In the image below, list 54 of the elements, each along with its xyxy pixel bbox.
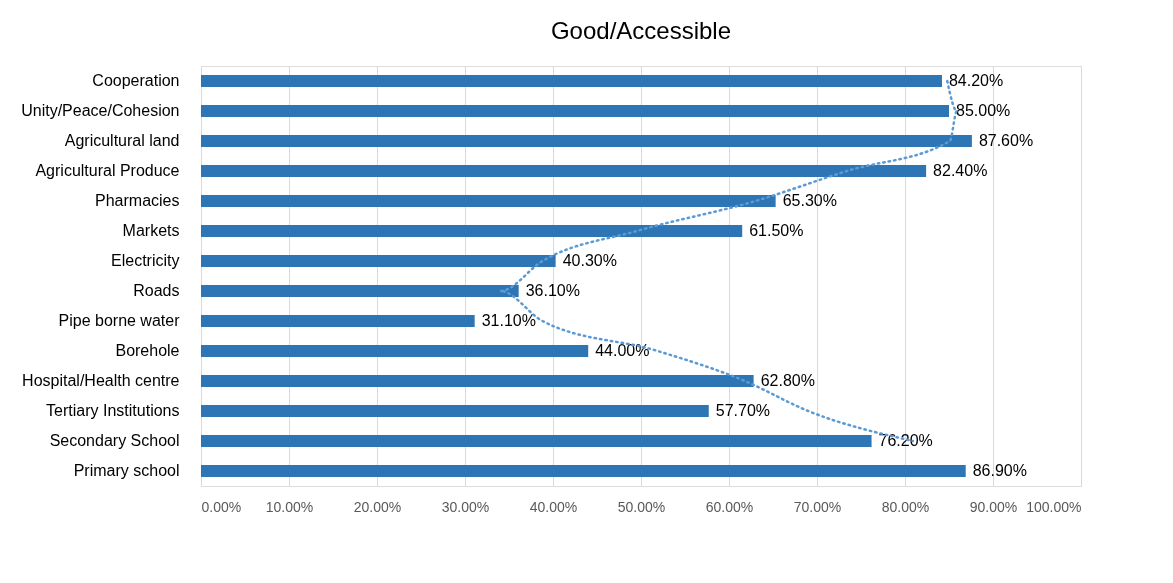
- data-label: 44.00%: [595, 342, 650, 359]
- data-label: 65.30%: [782, 192, 837, 209]
- x-tick-label: 10.00%: [265, 498, 314, 515]
- data-label: 40.30%: [562, 252, 617, 269]
- data-label: 31.10%: [481, 312, 536, 329]
- x-tick-label: 60.00%: [705, 498, 754, 515]
- y-tick-label: Secondary School: [49, 432, 180, 449]
- bar: [201, 255, 556, 267]
- data-label: 36.10%: [525, 282, 580, 299]
- bar: [201, 165, 927, 177]
- x-tick-label: 50.00%: [617, 498, 666, 515]
- bar: [201, 315, 475, 327]
- x-tick-label: 80.00%: [881, 498, 930, 515]
- x-tick-label: 100.00%: [1026, 498, 1082, 515]
- bar: [201, 465, 966, 477]
- data-label: 85.00%: [956, 102, 1011, 119]
- y-tick-label: Pipe borne water: [58, 312, 181, 329]
- bar: [201, 405, 709, 417]
- data-label: 76.20%: [878, 432, 933, 449]
- y-tick-label: Hospital/Health centre: [22, 372, 180, 389]
- x-tick-label: 30.00%: [441, 498, 490, 515]
- bar: [201, 345, 589, 357]
- y-tick-label: Electricity: [111, 252, 180, 269]
- y-tick-label: Tertiary Institutions: [46, 402, 180, 419]
- bar: [201, 375, 754, 387]
- bar: [201, 135, 972, 147]
- data-label: 82.40%: [933, 162, 988, 179]
- bar: [201, 195, 776, 207]
- y-tick-label: Cooperation: [92, 72, 180, 89]
- x-tick-label: 40.00%: [529, 498, 578, 515]
- x-tick-label: 90.00%: [969, 498, 1018, 515]
- chart-title: Good/Accessible: [550, 17, 732, 44]
- x-tick-label: 0.00%: [201, 498, 242, 515]
- y-tick-label: Agricultural land: [64, 132, 180, 149]
- x-tick-label: 20.00%: [353, 498, 402, 515]
- bar: [201, 75, 942, 87]
- y-tick-label: Markets: [122, 222, 180, 239]
- y-tick-label: Borehole: [115, 342, 180, 359]
- bar: [201, 435, 872, 447]
- x-tick-label: 70.00%: [793, 498, 842, 515]
- data-label: 62.80%: [760, 372, 815, 389]
- y-tick-label: Agricultural Produce: [35, 162, 180, 179]
- y-tick-label: Unity/Peace/Cohesion: [21, 102, 180, 119]
- y-tick-label: Roads: [133, 282, 180, 299]
- bar: [201, 225, 743, 237]
- data-label: 61.50%: [749, 222, 804, 239]
- data-label: 84.20%: [948, 72, 1004, 89]
- data-label: 86.90%: [972, 462, 1027, 479]
- bar: [201, 285, 519, 297]
- y-tick-label: Pharmacies: [95, 192, 180, 209]
- data-label: 87.60%: [978, 132, 1034, 149]
- bar: [201, 105, 949, 117]
- y-tick-label: Primary school: [73, 462, 180, 479]
- data-label: 57.70%: [715, 402, 771, 419]
